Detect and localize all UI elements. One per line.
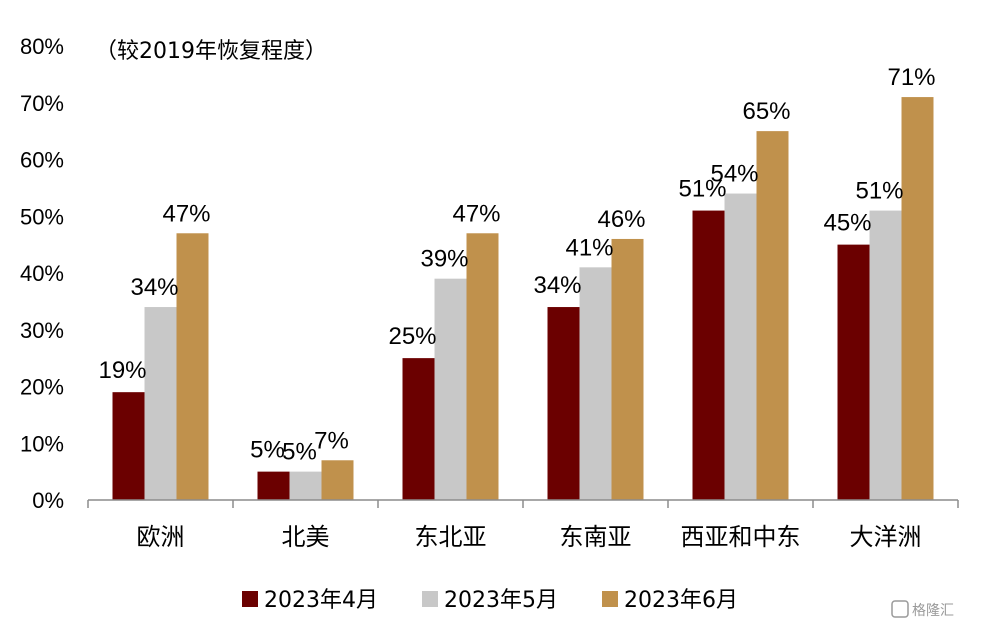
y-tick-label: 60% [20,148,64,173]
bars [112,97,934,501]
y-tick-label: 80% [20,34,64,59]
legend-label: 2023年6月 [624,588,738,613]
y-tick-label: 20% [20,375,64,400]
category-label: 北美 [282,523,330,551]
bar [869,210,902,500]
bar [144,307,177,500]
data-labels: 19%5%25%34%51%45%34%5%39% 41%54%51%47%7%4… [98,64,935,466]
legend-label: 2023年4月 [264,588,378,613]
legend-item: 2023年4月 [242,588,378,613]
data-label: 5% [250,437,285,464]
legend-item: 2023年5月 [422,588,558,613]
category-label: 欧洲 [137,523,185,551]
bar [466,233,499,500]
bar [321,460,354,500]
chart-subtitle: （较2019年恢复程度） [95,39,327,64]
y-tick-label: 50% [20,204,64,229]
bar [579,267,612,500]
bar [402,358,435,500]
bar [112,392,145,500]
data-label: 46% [597,206,645,233]
bar [547,307,580,500]
data-label: 34% [533,272,581,299]
watermark: 格隆汇 [891,600,954,619]
legend-swatch [242,591,258,607]
legend: 2023年4月 2023年5月 2023年6月 [242,588,738,613]
bar [724,193,757,501]
x-axis-ticks [87,500,959,508]
bar [901,97,934,500]
data-label: 65% [742,98,790,125]
bar [434,278,467,500]
watermark-logo-icon [891,600,909,618]
bar [837,244,870,500]
data-label: 7% [314,427,349,454]
data-label: 51% [678,176,726,203]
y-tick-label: 0% [32,488,64,513]
y-axis-ticks: 0% 10% 20% 30% 40% 50% 60% 70% 80% [20,34,64,513]
bar [176,233,209,500]
category-label: 西亚和中东 [681,523,801,551]
y-tick-label: 40% [20,261,64,286]
bar [611,238,644,500]
data-label: 34% [130,274,178,301]
data-label: 47% [452,200,500,227]
data-label: 5% [282,439,317,466]
legend-swatch [422,591,438,607]
bar [289,471,322,500]
bar [692,210,725,500]
data-label: 19% [98,357,146,384]
data-label: 71% [887,64,935,91]
category-labels: 欧洲 北美 东北亚 东南亚 西亚和中东 大洋洲 [137,523,922,551]
legend-label: 2023年5月 [444,588,558,613]
y-tick-label: 30% [20,318,64,343]
data-label: 51% [855,178,903,205]
data-label: 39% [420,246,468,273]
legend-swatch [602,591,618,607]
bar [257,471,290,500]
y-tick-label: 70% [20,91,64,116]
data-label: 25% [388,323,436,350]
legend-item: 2023年6月 [602,588,738,613]
data-label: 45% [823,210,871,237]
bar [756,131,789,500]
watermark-text: 格隆汇 [912,603,954,619]
category-label: 大洋洲 [850,523,922,551]
category-label: 东北亚 [415,523,487,551]
y-tick-label: 10% [20,431,64,456]
category-label: 东南亚 [560,523,632,551]
data-label: 41% [565,234,613,261]
data-label: 47% [162,200,210,227]
data-label: 54% [710,161,758,188]
